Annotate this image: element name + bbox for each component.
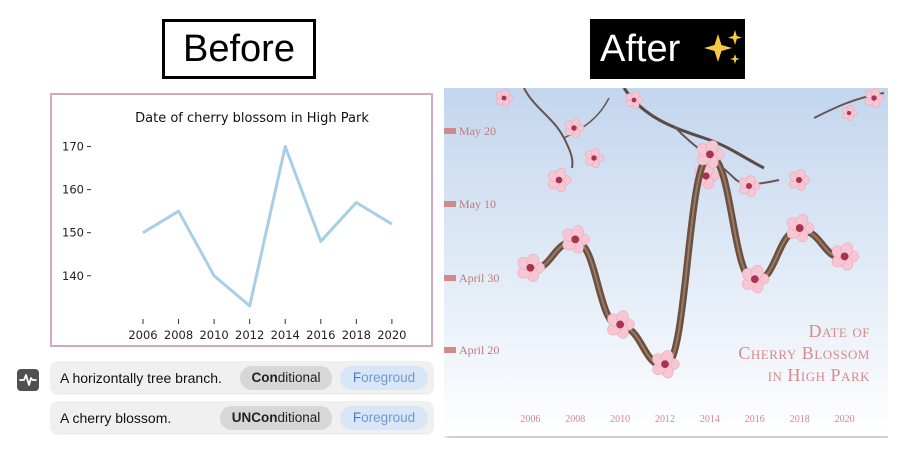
branch-highlight — [529, 155, 846, 368]
prompt-row-2: A cherry blossom. UNConditional Foregrou… — [50, 401, 434, 435]
x-tick-label: 2018 — [790, 414, 810, 425]
prompt-row-1: A horizontally tree branch. Conditional … — [50, 361, 434, 395]
branch-blossom — [789, 169, 811, 191]
blossom-marker — [786, 213, 815, 243]
y-tick-label: 140 — [62, 269, 84, 283]
unconditional-toggle[interactable]: UNConditional — [220, 406, 332, 430]
x-tick-label: 2014 — [271, 328, 300, 342]
layer-first: F — [352, 410, 362, 425]
blossom-marker — [697, 140, 725, 169]
foreground-toggle[interactable]: Foregroud — [340, 366, 428, 390]
waveform-icon[interactable] — [17, 369, 39, 391]
x-tick-label: 2016 — [745, 414, 765, 425]
y-tick-mark — [444, 275, 456, 281]
y-tick-mark — [444, 128, 456, 134]
series-line — [142, 145, 393, 308]
before-chart-frame — [50, 93, 433, 347]
condition-rest: ditional — [277, 370, 321, 385]
layer-first: F — [352, 370, 362, 385]
y-tick-label: May 10 — [459, 197, 496, 211]
layer-rest: oregroud — [361, 410, 416, 425]
blossom-marker — [652, 350, 680, 379]
after-y-axis: April 20 May 10 April 30 May 20 — [444, 124, 499, 357]
branch-blossom — [496, 89, 514, 107]
branch-blossoms — [517, 140, 860, 379]
blossom-marker — [741, 264, 770, 294]
blossom-marker — [517, 253, 545, 282]
blossom-marker — [562, 225, 590, 254]
conditional-toggle[interactable]: Conditional — [240, 366, 332, 390]
y-tick-label: May 20 — [459, 124, 496, 138]
foreground-toggle[interactable]: Foregroud — [340, 406, 428, 430]
x-tick-label: 2008 — [164, 328, 193, 342]
after-x-axis: 2006 2008 2010 2012 2014 2016 2018 2020 — [520, 414, 854, 425]
y-tick-label: April 20 — [459, 343, 499, 357]
y-tick-label: April 30 — [459, 271, 499, 285]
condition-bold: Con — [251, 370, 278, 385]
chart-title: Date of cherry blossom in High Park — [135, 111, 369, 126]
x-tick-label: 2012 — [655, 414, 675, 425]
x-tick-label: 2006 — [520, 414, 540, 425]
layer-rest: oregroud — [361, 370, 416, 385]
title-line: Date of — [809, 321, 870, 341]
x-tick-label: 2006 — [128, 328, 157, 342]
branch-blossom — [739, 175, 761, 197]
x-tick-label: 2010 — [199, 328, 228, 342]
x-tick-label: 2010 — [610, 414, 630, 425]
after-artwork: April 20 May 10 April 30 May 20 2006 2008 201… — [444, 88, 888, 436]
condition-rest: ditional — [277, 410, 321, 425]
x-tick-label: 2020 — [377, 328, 406, 342]
prompt-text: A cherry blossom. — [60, 410, 172, 426]
branch-blossom — [842, 105, 858, 121]
x-tick-label: 2018 — [342, 328, 371, 342]
before-chart: Date of cherry blossom in High Park 2006… — [62, 111, 406, 342]
before-axes: 2006 2008 2010 2012 2014 2016 2018 2020 140 150 16… — [62, 140, 406, 342]
y-tick-mark — [444, 201, 456, 207]
branch-blossom — [585, 148, 605, 168]
branch-blossom — [548, 167, 572, 193]
y-tick-label: 150 — [62, 226, 84, 240]
x-tick-label: 2008 — [565, 414, 585, 425]
blossom-marker — [831, 242, 860, 271]
x-tick-label: 2016 — [306, 328, 335, 342]
blossom-marker — [607, 310, 635, 339]
y-tick-mark — [444, 347, 456, 353]
before-label: Before — [162, 19, 316, 79]
x-tick-label: 2012 — [235, 328, 264, 342]
condition-bold: UNCon — [231, 410, 278, 425]
title-line: in High Park — [768, 365, 870, 385]
title-line: Cherry Blossom — [738, 343, 870, 363]
x-tick-label: 2020 — [835, 414, 855, 425]
prompt-text: A horizontally tree branch. — [60, 370, 222, 386]
branch-blossom — [565, 118, 585, 138]
sparkles-icon — [704, 30, 742, 64]
after-label-text: After — [600, 28, 681, 70]
branch-blossom — [865, 88, 885, 108]
branch-blossom — [626, 91, 644, 109]
x-tick-label: 2014 — [700, 414, 720, 425]
y-tick-label: 170 — [62, 140, 84, 154]
y-tick-label: 160 — [62, 183, 84, 197]
top-blossoms — [496, 88, 885, 197]
